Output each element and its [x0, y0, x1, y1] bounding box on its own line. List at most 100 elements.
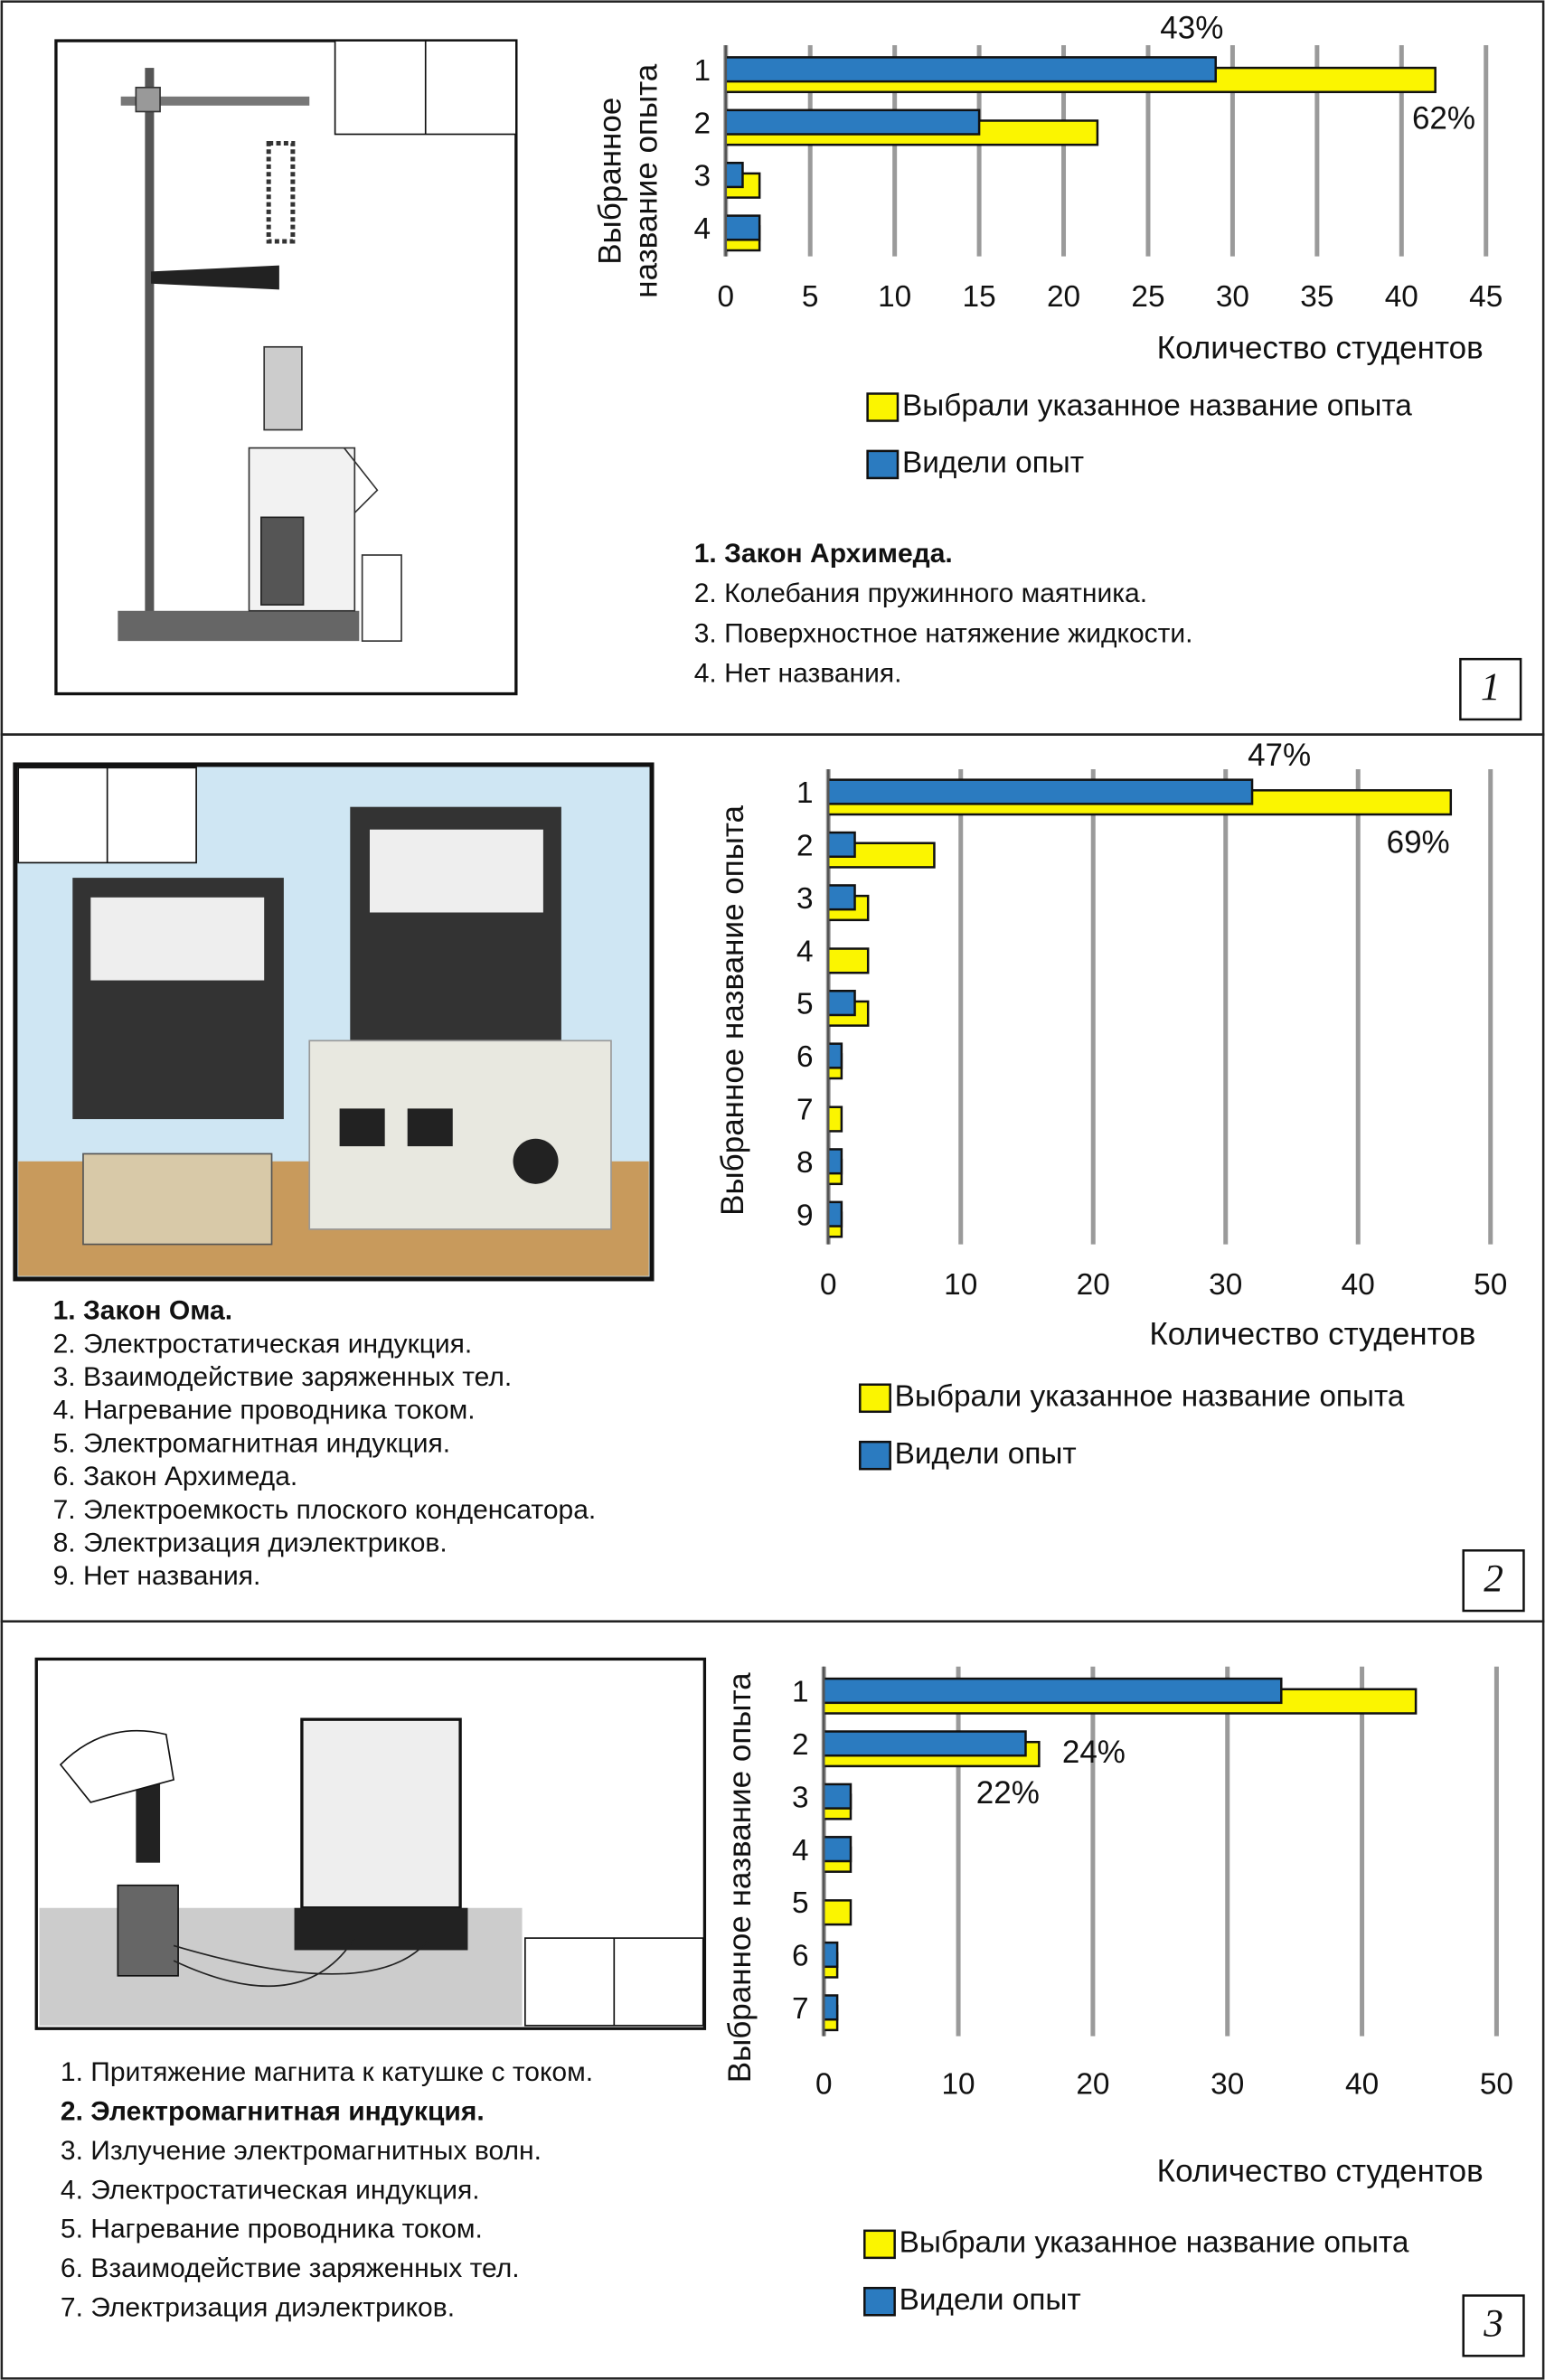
bar	[726, 57, 1216, 81]
legend-swatch	[868, 393, 898, 420]
annotation: 62%	[1412, 101, 1475, 136]
panel-number: 3	[1483, 2302, 1503, 2346]
x-tick-label: 20	[1076, 2067, 1109, 2101]
x-tick-label: 10	[944, 1268, 977, 1302]
y-axis-label: Выбранное название опыта	[715, 804, 750, 1215]
y-axis-label-line: Выбранное	[593, 98, 628, 265]
legend-label: Выбрали указанное название опыта	[895, 1380, 1405, 1414]
x-axis-label: Количество студентов	[1157, 2154, 1484, 2189]
annotation: 47%	[1248, 738, 1311, 773]
option-text: 2. Электростатическая индукция.	[53, 1329, 473, 1359]
x-tick-label: 30	[1211, 2067, 1244, 2101]
annotation: 24%	[1062, 1735, 1126, 1770]
option-text: 7. Электроемкость плоского конденсатора.	[53, 1495, 597, 1525]
bar	[828, 1107, 842, 1132]
illustration-ohm	[15, 765, 652, 1279]
option-text: 2. Электромагнитная индукция.	[61, 2097, 485, 2127]
option-text: 1. Закон Ома.	[53, 1296, 232, 1326]
annotation: 69%	[1387, 825, 1450, 861]
y-axis-label: Выбранноеназвание опыта	[593, 63, 664, 298]
option-text: 6. Закон Архимеда.	[53, 1462, 298, 1491]
bar	[824, 1679, 1281, 1703]
illustration-induction	[36, 1659, 704, 2028]
figure: 051015202530354045Количество студентовВы…	[0, 0, 1545, 2380]
legend-swatch	[860, 1442, 890, 1469]
x-tick-label: 20	[1047, 280, 1080, 314]
option-text: 3. Поверхностное натяжение жидкости.	[694, 618, 1193, 648]
bar	[828, 833, 854, 857]
y-tick-label: 1	[694, 54, 711, 88]
legend-label: Выбрали указанное название опыта	[900, 2226, 1409, 2260]
x-tick-label: 10	[942, 2067, 975, 2101]
bar	[726, 216, 759, 240]
x-tick-label: 30	[1209, 1268, 1242, 1302]
x-tick-label: 35	[1300, 280, 1333, 314]
bar	[824, 1900, 851, 1924]
y-tick-label: 4	[796, 935, 814, 968]
legend-swatch	[864, 2231, 894, 2258]
y-axis-label-line: название опыта	[629, 63, 664, 298]
option-text: 4. Нагревание проводника током.	[53, 1396, 476, 1425]
bar	[824, 1784, 851, 1809]
x-tick-label: 45	[1469, 280, 1503, 314]
option-text: 1. Притяжение магнита к катушке с током.	[61, 2057, 593, 2087]
bar	[828, 780, 1252, 804]
y-axis-label: Выбранное название опыта	[722, 1672, 758, 2083]
y-tick-label: 2	[694, 107, 711, 140]
option-text: 4. Электростатическая индукция.	[61, 2175, 480, 2205]
option-text: 2. Колебания пружинного маятника.	[694, 579, 1147, 608]
legend-label: Видели опыт	[902, 447, 1084, 480]
legend-label: Выбрали указанное название опыта	[902, 389, 1412, 422]
legend-swatch	[868, 451, 898, 478]
y-tick-label: 5	[792, 1886, 809, 1920]
annotation: 43%	[1160, 11, 1223, 46]
x-tick-label: 5	[802, 280, 819, 314]
x-tick-label: 40	[1342, 1268, 1375, 1302]
bar	[824, 1943, 837, 1967]
y-tick-label: 6	[796, 1040, 814, 1074]
legend-label: Видели опыт	[900, 2283, 1081, 2317]
x-tick-label: 40	[1385, 280, 1418, 314]
x-tick-label: 10	[878, 280, 911, 314]
x-tick-label: 0	[820, 1268, 837, 1302]
option-text: 4. Нет названия.	[694, 659, 902, 689]
annotation: 22%	[976, 1775, 1040, 1811]
option-text: 3. Излучение электромагнитных волн.	[61, 2136, 542, 2166]
y-tick-label: 4	[694, 212, 711, 246]
y-tick-label: 2	[796, 830, 814, 863]
y-tick-label: 6	[792, 1940, 809, 1973]
bar	[828, 949, 868, 974]
bar	[726, 110, 979, 135]
x-tick-label: 15	[963, 280, 996, 314]
option-text: 6. Взаимодействие заряженных тел.	[61, 2253, 520, 2283]
option-text: 3. Взаимодействие заряженных тел.	[53, 1362, 513, 1392]
y-tick-label: 1	[796, 776, 814, 810]
page: {"chart_data": [ {"type": "bar", "orient…	[0, 0, 1545, 2380]
bar	[726, 163, 743, 187]
y-tick-label: 7	[792, 1992, 809, 2026]
x-tick-label: 50	[1480, 2067, 1513, 2101]
option-text: 1. Закон Архимеда.	[694, 539, 953, 569]
legend-swatch	[864, 2288, 894, 2315]
y-axis-label-line: Выбранное название опыта	[715, 804, 750, 1215]
bar	[828, 1044, 842, 1068]
bar	[828, 991, 854, 1015]
panel-number: 1	[1481, 665, 1501, 709]
panel-number: 2	[1484, 1557, 1503, 1600]
x-tick-label: 0	[717, 280, 734, 314]
y-tick-label: 8	[796, 1146, 814, 1180]
option-text: 5. Нагревание проводника током.	[61, 2215, 483, 2244]
x-axis-label: Количество студентов	[1149, 1317, 1475, 1352]
option-text: 7. Электризация диэлектриков.	[61, 2293, 455, 2323]
bar	[828, 885, 854, 909]
option-text: 5. Электромагнитная индукция.	[53, 1428, 451, 1458]
y-tick-label: 2	[792, 1728, 809, 1762]
bar	[824, 1996, 837, 2020]
bar	[824, 1837, 851, 1861]
x-tick-label: 20	[1077, 1268, 1110, 1302]
y-tick-label: 1	[792, 1676, 809, 1709]
y-tick-label: 4	[792, 1834, 809, 1867]
x-tick-label: 30	[1216, 280, 1249, 314]
illustration-archimedes	[56, 41, 516, 693]
y-tick-label: 3	[796, 882, 814, 916]
